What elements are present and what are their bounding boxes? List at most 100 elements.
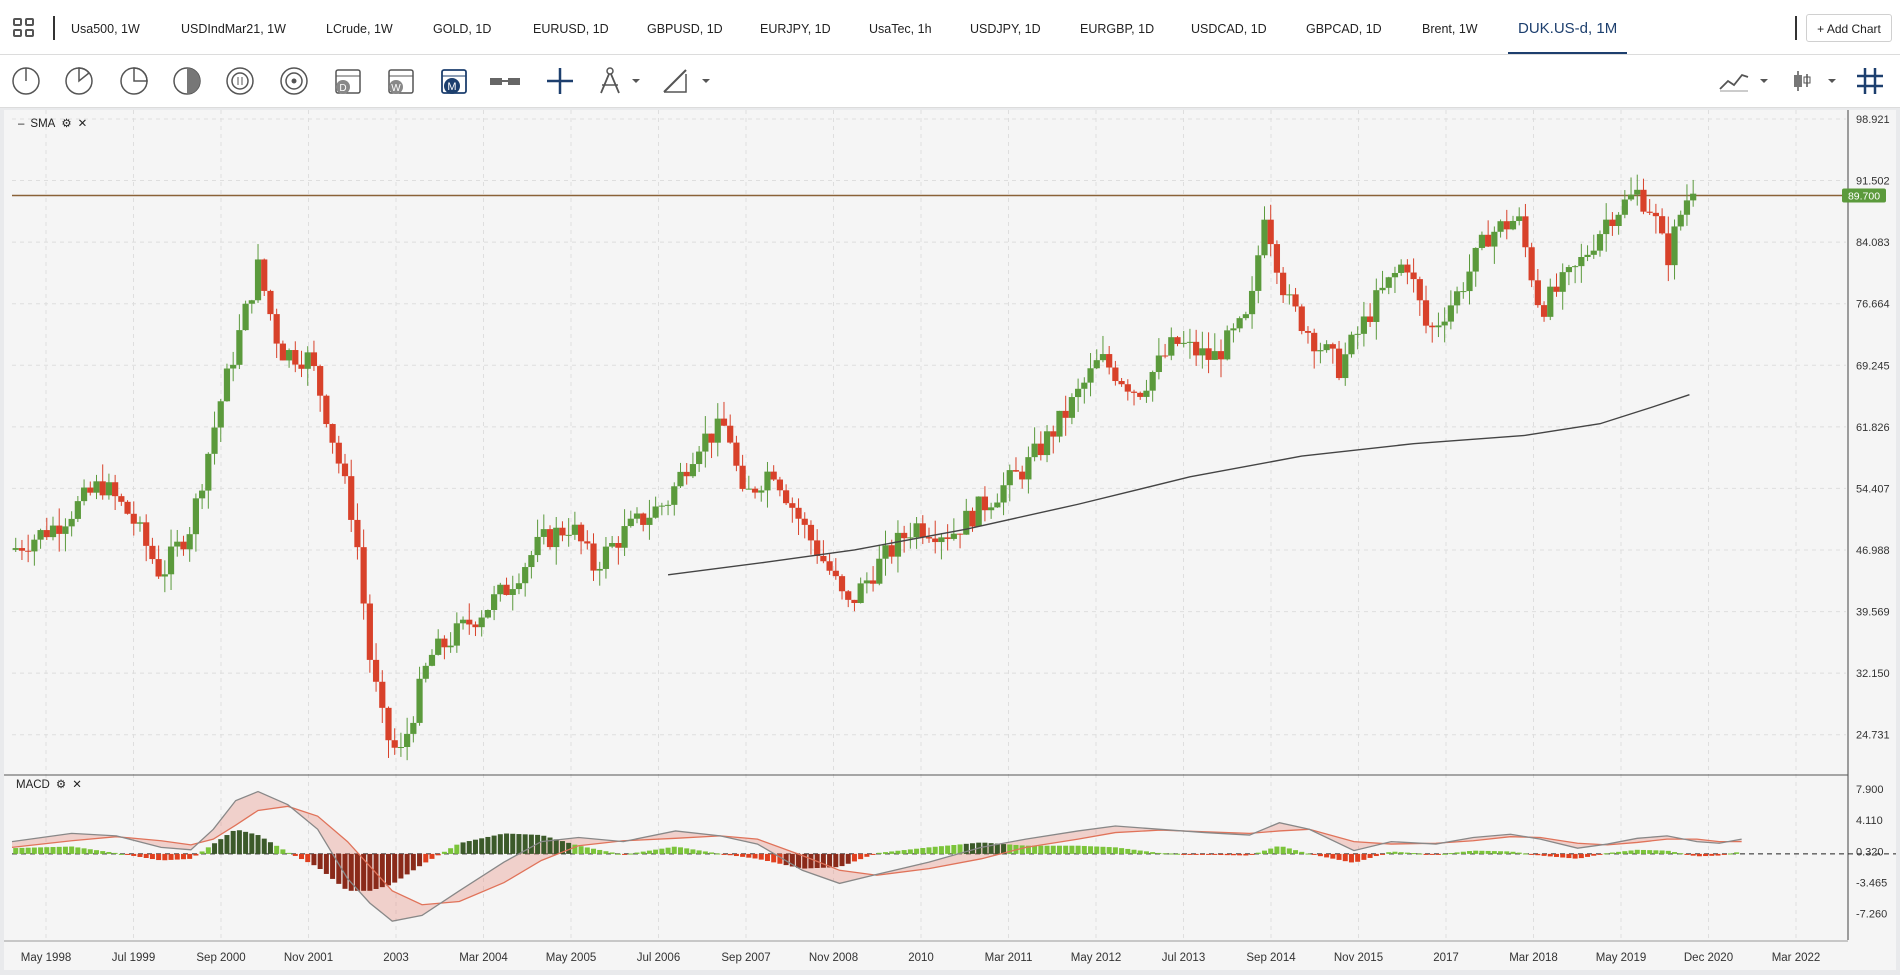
price-chart[interactable]: May 1998 Jul 1999 Sep 2000 Nov 2001 2003 Mar …	[4, 110, 1896, 970]
calendar-d-icon[interactable]: D	[332, 65, 364, 97]
candle-body	[1143, 390, 1150, 397]
candle-body	[826, 561, 833, 571]
candle	[1565, 264, 1573, 286]
candle-body	[546, 529, 554, 548]
calendar-w-icon[interactable]: W	[385, 65, 417, 97]
candle	[310, 340, 318, 371]
candle-body	[1367, 316, 1374, 322]
candle-body	[416, 678, 423, 723]
macd-histogram-bar	[709, 852, 715, 854]
tab-chart[interactable]: USDIndMar21, 1W	[181, 22, 286, 36]
candle-body	[192, 498, 199, 535]
calendar-m-icon[interactable]: M	[438, 65, 470, 97]
macd-histogram-bar	[572, 844, 578, 854]
candle	[807, 520, 815, 555]
candle	[1690, 179, 1697, 207]
tab-chart[interactable]: DUK.US-d, 1M	[1508, 0, 1628, 54]
tab-chart[interactable]: USDCAD, 1D	[1191, 22, 1267, 36]
settings-icon[interactable]: ⚙	[61, 118, 72, 130]
candle	[981, 486, 989, 522]
tab-chart[interactable]: EURJPY, 1D	[760, 22, 831, 36]
macd-histogram-bar	[1665, 850, 1671, 854]
circle-lines-icon[interactable]	[224, 65, 256, 97]
candle-body	[112, 482, 119, 497]
close-icon[interactable]: ✕	[77, 118, 88, 130]
candle	[770, 465, 777, 482]
tab-chart[interactable]: Usa500, 1W	[71, 22, 140, 36]
candle	[1634, 174, 1641, 206]
candle	[428, 649, 436, 667]
macd-histogram-bar	[1367, 853, 1373, 858]
macd-histogram-bar	[1218, 853, 1224, 856]
macd-histogram-bar	[1069, 845, 1075, 854]
candle-type-icon[interactable]	[1786, 65, 1818, 97]
chart-area[interactable]: May 1998 Jul 1999 Sep 2000 Nov 2001 2003 Mar …	[4, 110, 1896, 970]
pie-half-icon[interactable]	[118, 65, 150, 97]
macd-histogram-bar	[1243, 853, 1249, 856]
macd-histogram-bar	[1193, 853, 1199, 855]
chevron-down-icon[interactable]	[1826, 65, 1838, 97]
crosshair-plus-icon[interactable]	[544, 65, 576, 97]
collapse-icon[interactable]: –	[18, 118, 25, 130]
tab-chart[interactable]: EURUSD, 1D	[533, 22, 609, 36]
date-axis-label: 2003	[383, 952, 409, 964]
chevron-down-icon[interactable]	[1758, 65, 1770, 97]
candle-body	[1106, 354, 1113, 368]
half-circle-icon[interactable]	[171, 65, 203, 97]
grid-toggle-icon[interactable]	[1854, 65, 1886, 97]
tab-chart[interactable]: Brent, 1W	[1422, 22, 1478, 36]
chevron-down-icon[interactable]	[700, 65, 712, 97]
candle-body	[391, 740, 398, 748]
bar-connector-icon[interactable]	[489, 65, 521, 97]
candle-body	[161, 574, 168, 577]
macd-axis-label: -3.465	[1856, 877, 1887, 889]
candle	[397, 732, 405, 757]
candle	[329, 423, 336, 454]
candle	[1435, 312, 1442, 338]
candle	[1230, 323, 1237, 343]
candle	[199, 484, 206, 510]
candle-body	[534, 536, 541, 556]
line-chart-type-icon[interactable]	[1718, 65, 1750, 97]
pencil-icon[interactable]	[659, 65, 691, 97]
pie-quarter-icon[interactable]	[63, 65, 95, 97]
macd-histogram-bar	[845, 853, 851, 864]
tab-chart[interactable]: GBPUSD, 1D	[647, 22, 723, 36]
tab-chart[interactable]: GBPCAD, 1D	[1306, 22, 1382, 36]
macd-histogram-bar	[323, 853, 329, 874]
candle-body	[56, 525, 63, 534]
candle	[702, 416, 709, 468]
circle-dot-icon[interactable]	[278, 65, 310, 97]
macd-histogram-bar	[1056, 845, 1062, 854]
candle-body	[1460, 291, 1467, 293]
chevron-down-icon[interactable]	[630, 65, 642, 97]
candle	[994, 493, 1001, 508]
macd-histogram-bar	[920, 848, 926, 854]
tab-chart[interactable]: USDJPY, 1D	[970, 22, 1041, 36]
add-chart-button[interactable]: + Add Chart	[1806, 14, 1892, 42]
macd-histogram-bar	[243, 831, 249, 854]
candle	[1422, 285, 1430, 334]
macd-histogram-bar	[1653, 850, 1659, 854]
tab-chart[interactable]: UsaTec, 1h	[869, 22, 932, 36]
compass-icon[interactable]	[594, 65, 626, 97]
candle	[789, 497, 796, 523]
macd-histogram-bar	[510, 833, 516, 854]
tab-chart[interactable]: GOLD, 1D	[433, 22, 492, 36]
candle	[118, 493, 125, 506]
candle	[1354, 326, 1361, 350]
settings-icon[interactable]: ⚙	[55, 779, 67, 791]
cursor-circle-icon[interactable]	[10, 65, 42, 97]
macd-histogram-bar	[516, 834, 522, 854]
candle-body	[1572, 266, 1579, 268]
date-axis-label: Sep 2000	[196, 952, 245, 964]
close-icon[interactable]: ✕	[72, 779, 82, 791]
candle	[851, 599, 858, 612]
macd-histogram-bar	[25, 847, 31, 854]
tab-chart[interactable]: EURGBP, 1D	[1080, 22, 1155, 36]
layout-grid-icon[interactable]	[13, 18, 37, 38]
candle	[1590, 234, 1597, 259]
candle	[546, 525, 554, 550]
candle	[180, 535, 187, 556]
tab-chart[interactable]: LCrude, 1W	[326, 22, 393, 36]
